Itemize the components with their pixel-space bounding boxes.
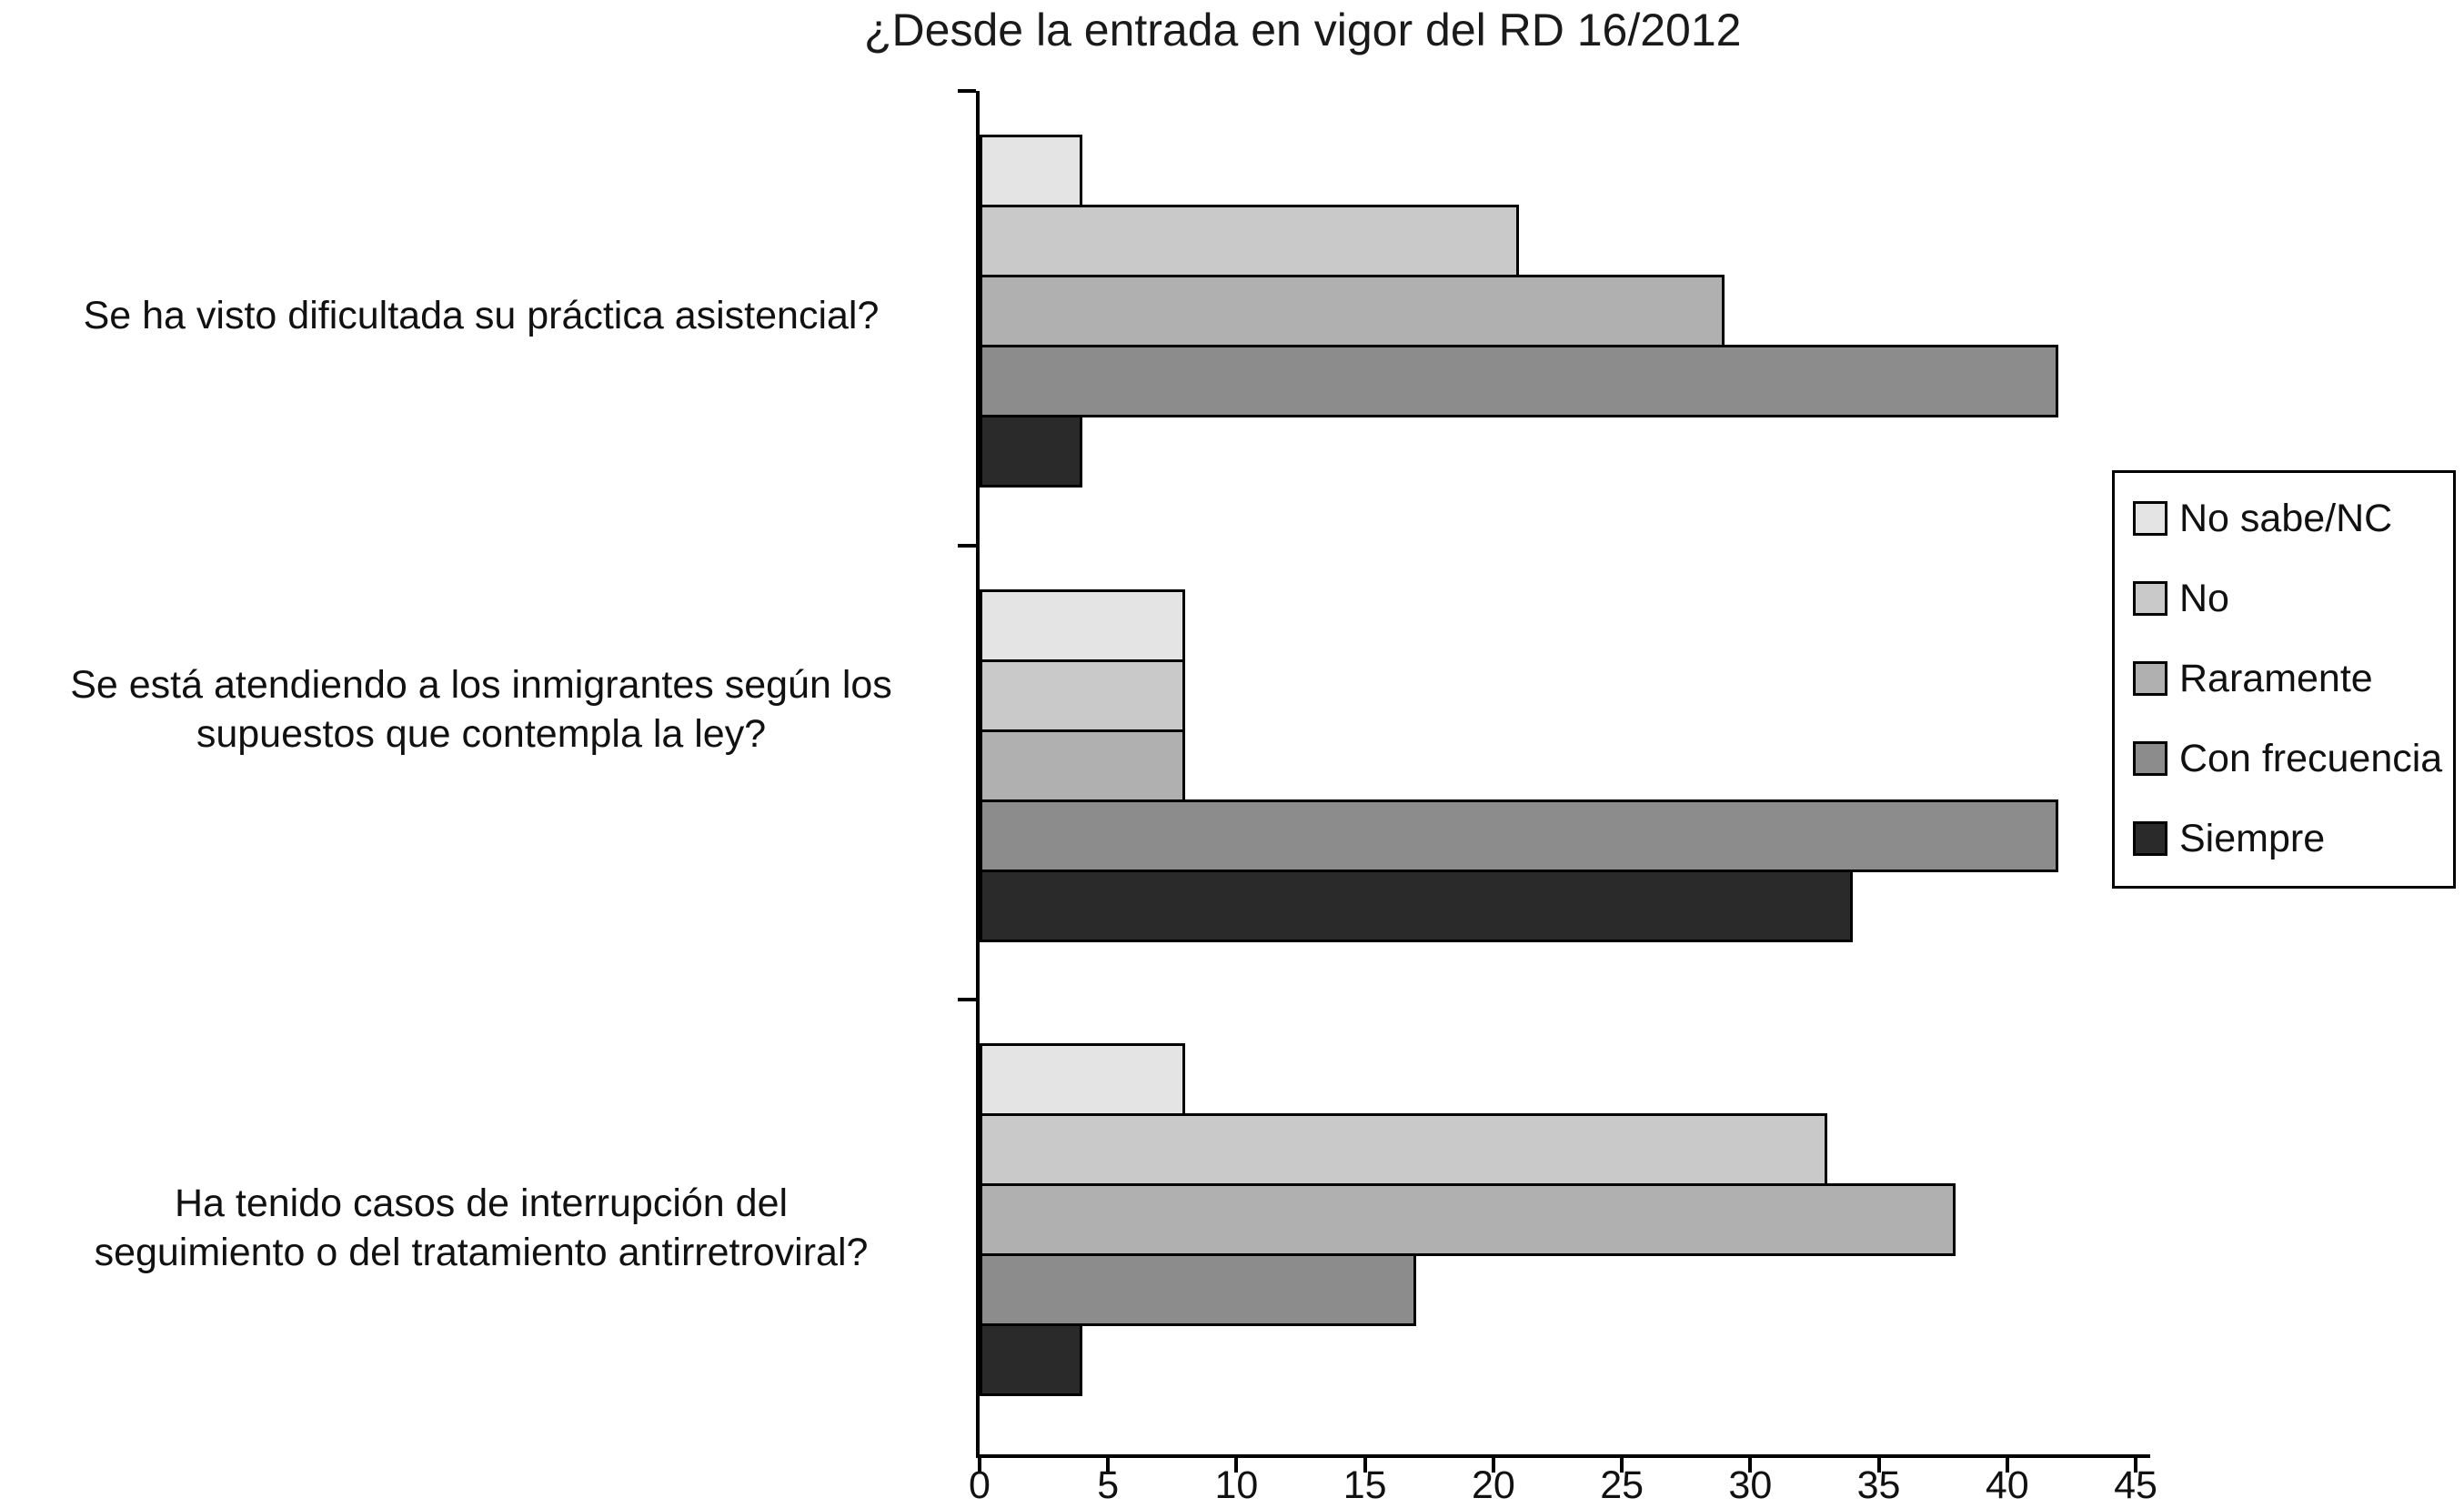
x-tick-mark [1363,1458,1367,1473]
legend-item-con-frecuencia: Con frecuencia [2133,739,2442,779]
category-label-3: Ha tenido casos de interrupción del segui… [0,1179,962,1277]
bar-group-2 [980,546,2136,1000]
category-label-line: Ha tenido casos de interrupción del [174,1181,789,1225]
x-tick-label: 10 [1214,1463,1259,1507]
legend-swatch-icon [2133,741,2167,776]
bar-raramente-group-1 [980,275,1725,347]
bar-no-group-1 [980,205,1520,277]
x-tick-mark [1876,1458,1881,1473]
legend-item-siempre: Siempre [2133,819,2437,859]
x-tick-label: 45 [2114,1463,2157,1507]
x-tick-label: 35 [1856,1463,1901,1507]
bar-group-3 [980,1000,2136,1454]
category-label-1: Se ha visto dificultada su práctica asis… [0,291,962,340]
y-tick-mark [958,998,976,1002]
y-tick-mark [958,89,976,93]
category-label-2: Se está atendiendo a los inmigrantes seg… [0,660,962,759]
legend-item-no: No [2133,578,2437,618]
category-label-line: supuestos que contempla la ley? [196,712,767,756]
category-label-line: seguimiento o del tratamiento antirretro… [94,1231,869,1274]
category-label-line: Se está atendiendo a los inmigrantes seg… [70,663,892,707]
legend-swatch-icon [2133,821,2167,856]
bar-siempre-group-3 [980,1323,1082,1397]
x-tick-mark [1491,1458,1495,1473]
bar-no-group-2 [980,658,1185,732]
x-tick-label: 30 [1728,1463,1773,1507]
x-tick-mark [978,1458,981,1473]
x-axis [976,1454,2150,1458]
x-tick-label: 25 [1600,1463,1644,1507]
x-tick-label: 20 [1471,1463,1515,1507]
legend-swatch-icon [2133,581,2167,616]
bar-siempre-group-1 [980,415,1082,488]
x-tick-label: 40 [1985,1463,2029,1507]
legend-label: Raramente [2179,657,2373,700]
bar-group-1 [980,91,2136,546]
bar-no-sabe-nc-group-2 [980,588,1185,662]
legend: No sabe/NC No Raramente Con frecuencia Siemp… [2112,470,2456,889]
bar-raramente-group-2 [980,729,1185,802]
x-tick-label: 15 [1343,1463,1387,1507]
bar-no-group-3 [980,1113,1828,1187]
legend-label: No sabe/NC [2179,497,2393,540]
x-tick-mark [1748,1458,1753,1473]
bar-con-frecuencia-group-3 [980,1253,1417,1327]
bar-no-sabe-nc-group-3 [980,1043,1185,1117]
x-tick-label: 5 [1097,1463,1120,1507]
legend-label: Con frecuencia [2179,737,2443,780]
legend-item-no-sabe-nc: No sabe/NC [2133,498,2437,538]
y-tick-mark [958,543,976,548]
bar-raramente-group-3 [980,1183,1956,1257]
x-tick-mark [2134,1458,2137,1473]
category-label-line: Se ha visto dificultada su práctica asis… [83,294,880,337]
x-tick-mark [1234,1458,1239,1473]
x-tick-mark [1106,1458,1111,1473]
legend-swatch-icon [2133,661,2167,696]
bar-con-frecuencia-group-1 [980,345,2059,417]
x-tick-mark [2005,1458,2009,1473]
legend-label: No [2179,577,2229,620]
x-tick-label: 0 [969,1463,991,1507]
plot-area [980,91,2136,1454]
legend-label: Siempre [2179,817,2326,860]
chart-title: ¿Desde la entrada en vigor del RD 16/201… [864,5,1742,55]
legend-swatch-icon [2133,501,2167,536]
bar-siempre-group-2 [980,869,1854,942]
bar-con-frecuencia-group-2 [980,799,2059,872]
bar-no-sabe-nc-group-1 [980,135,1082,207]
x-tick-mark [1620,1458,1624,1473]
legend-item-raramente: Raramente [2133,658,2437,699]
y-axis [976,91,980,1458]
